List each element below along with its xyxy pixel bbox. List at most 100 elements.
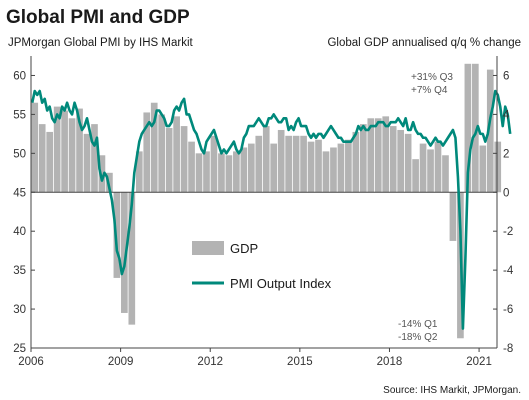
- gdp-bar: [374, 118, 382, 193]
- x-tick-label: 2021: [466, 356, 492, 368]
- axes: 25 30 35 40 45 50 55 60 -8 -6 -4 -2 0 2 4 6 2006 2009 2012…: [13, 56, 514, 368]
- right-tick-label: 4: [503, 109, 510, 121]
- gdp-bar: [233, 151, 240, 193]
- gdp-bar: [397, 129, 404, 193]
- gdp-bar: [307, 141, 315, 193]
- left-tick-label: 50: [13, 148, 26, 160]
- gdp-bar: [419, 143, 427, 193]
- left-tick-label: 40: [13, 226, 26, 238]
- gdp-bar: [345, 139, 352, 193]
- annotation-q4: +7% Q4: [411, 85, 448, 96]
- left-tick-label: 55: [13, 109, 26, 121]
- pmi-line: [30, 89, 512, 330]
- gdp-bar: [404, 133, 412, 193]
- gdp-bar: [76, 108, 83, 193]
- gdp-bar: [46, 131, 54, 193]
- gdp-bar: [262, 126, 270, 193]
- legend-pmi-label: PMI Output Index: [230, 276, 332, 291]
- gdp-bar: [285, 135, 292, 193]
- left-tick-label: 60: [13, 70, 26, 82]
- gdp-bar: [225, 155, 233, 193]
- gdp-bar: [255, 135, 263, 193]
- gdp-bar: [158, 114, 166, 193]
- legend-gdp-swatch: [192, 241, 224, 255]
- gdp-bar: [240, 147, 248, 193]
- gdp-bar: [68, 118, 76, 193]
- left-tick-label: 35: [13, 265, 26, 277]
- gdp-bar: [427, 149, 434, 193]
- left-tick-label: 45: [13, 187, 26, 199]
- pmi-line-series: [30, 89, 512, 330]
- x-tick-label: 2009: [108, 356, 134, 368]
- gdp-bar: [143, 112, 151, 193]
- gdp-bar: [352, 131, 360, 193]
- right-tick-label: 6: [503, 70, 509, 82]
- gdp-bar: [486, 69, 494, 193]
- gdp-bar: [367, 118, 375, 193]
- gdp-bar: [389, 126, 397, 193]
- left-tick-label: 25: [13, 343, 26, 355]
- annotation-q3: +31% Q3: [411, 72, 453, 83]
- right-tick-label: -6: [503, 304, 513, 316]
- gdp-bar: [382, 116, 390, 193]
- right-tick-label: -2: [503, 226, 513, 238]
- gdp-bar: [218, 153, 225, 193]
- gdp-bar: [98, 155, 106, 193]
- right-tick-label: 0: [503, 187, 509, 199]
- gdp-bar: [464, 63, 472, 193]
- gdp-bar: [150, 102, 158, 193]
- gdp-bar: [135, 151, 143, 193]
- gdp-bar: [277, 129, 285, 193]
- gdp-bar: [203, 151, 210, 193]
- x-tick-label: 2006: [18, 356, 44, 368]
- gdp-bar: [53, 106, 61, 193]
- gdp-bar: [449, 192, 457, 241]
- gdp-bar: [494, 141, 502, 193]
- annotation-q2: -18% Q2: [398, 332, 438, 343]
- gdp-bar: [330, 147, 337, 193]
- gdp-bar: [195, 153, 203, 193]
- source-note: Source: IHS Markit, JPMorgan.: [383, 385, 521, 396]
- right-tick-label: -8: [503, 343, 513, 355]
- gdp-bars: [31, 63, 502, 339]
- gdp-bar: [359, 124, 367, 193]
- gdp-bar: [83, 133, 91, 193]
- legend: GDP PMI Output Index: [192, 241, 332, 291]
- gdp-bar: [128, 192, 136, 325]
- gdp-bar: [292, 135, 300, 193]
- gdp-bar: [479, 145, 487, 193]
- gdp-bar: [210, 135, 218, 193]
- gdp-bar: [91, 124, 98, 193]
- x-tick-label: 2018: [377, 356, 403, 368]
- gdp-bar: [247, 143, 255, 193]
- annotation-q1: -14% Q1: [398, 319, 438, 330]
- gdp-bar: [38, 124, 46, 193]
- gdp-bar: [337, 143, 345, 193]
- gdp-bar: [121, 192, 128, 313]
- legend-gdp-label: GDP: [230, 241, 258, 256]
- gdp-bar: [61, 110, 68, 193]
- left-tick-label: 30: [13, 304, 26, 316]
- gdp-bar: [300, 135, 307, 193]
- gdp-bar: [434, 141, 442, 193]
- right-axis-label: Global GDP annualised q/q % change: [327, 37, 521, 49]
- gdp-bar: [442, 155, 449, 193]
- x-tick-label: 2015: [287, 356, 313, 368]
- gdp-bar: [180, 126, 188, 193]
- gdp-bar: [31, 102, 39, 193]
- right-tick-label: 2: [503, 148, 509, 160]
- gdp-bar: [188, 141, 195, 193]
- gdp-bar: [472, 63, 479, 193]
- x-tick-label: 2012: [197, 356, 223, 368]
- gdp-bar: [173, 116, 180, 193]
- annotations: +31% Q3 +7% Q4 -14% Q1 -18% Q2: [398, 72, 453, 343]
- gdp-bar: [412, 159, 419, 193]
- right-tick-label: -4: [503, 265, 514, 277]
- gdp-bar: [165, 128, 173, 193]
- gdp-bar: [315, 139, 322, 193]
- gdp-bar: [322, 151, 330, 193]
- chart-title: Global PMI and GDP: [6, 7, 190, 28]
- left-axis-label: JPMorgan Global PMI by IHS Markit: [8, 37, 194, 49]
- gdp-bar: [270, 143, 278, 193]
